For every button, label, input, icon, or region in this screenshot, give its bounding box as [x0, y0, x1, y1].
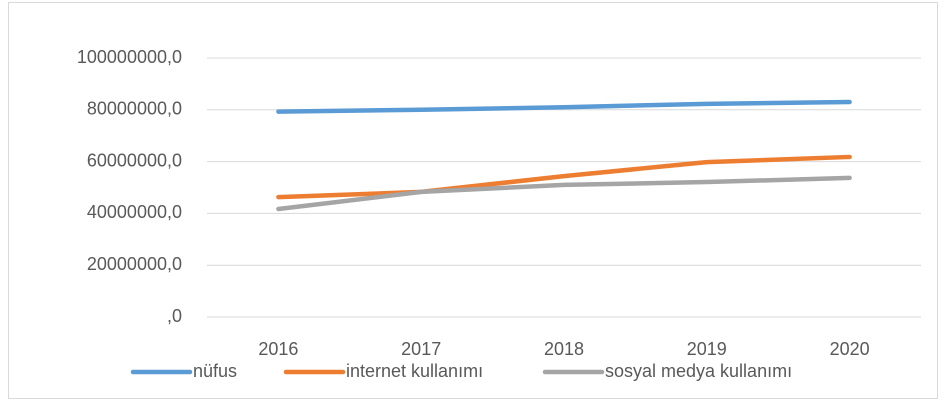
y-tick-label: 40000000,0	[87, 202, 182, 222]
y-tick-label: 80000000,0	[87, 99, 182, 119]
y-tick-label: 20000000,0	[87, 254, 182, 274]
y-tick-label: 100000000,0	[77, 47, 182, 67]
series-line	[276, 154, 852, 200]
x-tick-label: 2020	[830, 339, 870, 359]
series-line	[276, 175, 852, 212]
chart-frame	[8, 2, 938, 399]
x-tick-label: 2019	[687, 339, 727, 359]
x-tick-label: 2017	[401, 339, 441, 359]
x-tick-label: 2016	[258, 339, 298, 359]
x-tick-label: 2018	[544, 339, 584, 359]
y-tick-label: 60000000,0	[87, 150, 182, 170]
series-line	[276, 99, 852, 114]
legend-label: nüfus	[193, 361, 237, 381]
legend-label: internet kullanımı	[346, 361, 483, 381]
legend-label: sosyal medya kullanımı	[605, 361, 792, 381]
y-tick-label: ,0	[167, 306, 182, 326]
